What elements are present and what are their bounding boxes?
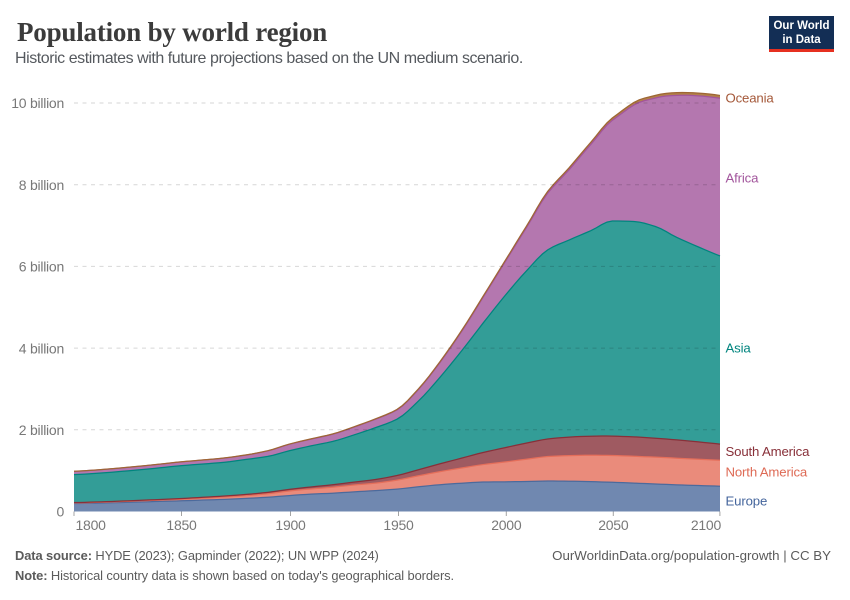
svg-text:8 billion: 8 billion	[19, 177, 64, 193]
svg-text:North America: North America	[726, 465, 808, 480]
svg-text:Europe: Europe	[726, 494, 768, 509]
svg-text:Asia: Asia	[726, 341, 752, 356]
svg-text:1950: 1950	[383, 517, 414, 533]
svg-text:0: 0	[56, 504, 64, 520]
svg-text:1900: 1900	[275, 517, 306, 533]
svg-text:1800: 1800	[76, 517, 107, 533]
svg-text:South America: South America	[726, 444, 811, 459]
svg-text:Oceania: Oceania	[726, 90, 775, 105]
svg-text:10 billion: 10 billion	[11, 95, 64, 111]
svg-text:2100: 2100	[691, 517, 722, 533]
svg-text:2050: 2050	[598, 517, 629, 533]
svg-text:4 billion: 4 billion	[19, 340, 64, 356]
svg-text:Africa: Africa	[726, 170, 760, 185]
svg-text:2 billion: 2 billion	[19, 422, 64, 438]
svg-text:6 billion: 6 billion	[19, 259, 64, 275]
svg-text:2000: 2000	[491, 517, 522, 533]
svg-text:1850: 1850	[166, 517, 197, 533]
